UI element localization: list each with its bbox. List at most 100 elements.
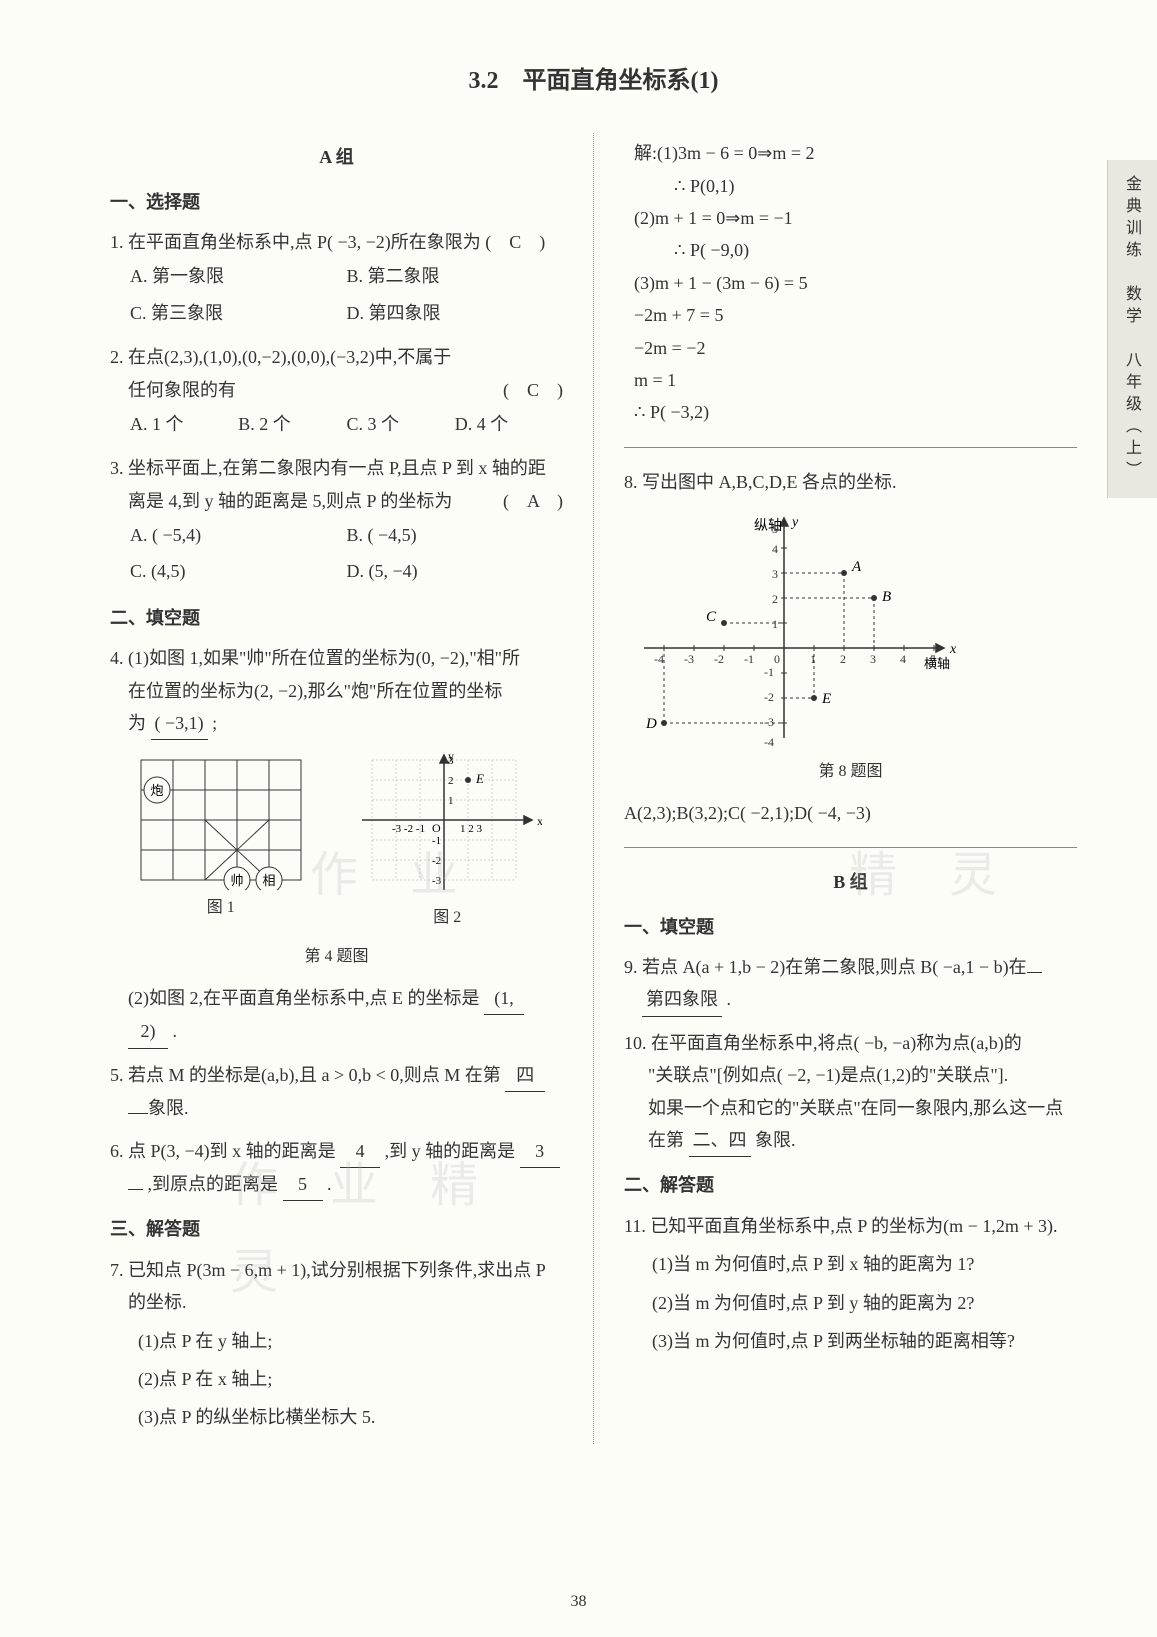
- q11-sub2: (2)当 m 为何值时,点 P 到 y 轴的距离为 2?: [624, 1287, 1077, 1319]
- column-left: A 组 一、选择题 1. 在平面直角坐标系中,点 P( −3, −2)所在象限为…: [110, 133, 563, 1444]
- sol7-l6: −2m + 7 = 5: [634, 299, 1077, 331]
- question-9: 9. 若点 A(a + 1,b − 2)在第二象限,则点 B( −a,1 − b…: [624, 951, 1077, 1017]
- q3-opt-b: B. ( −4,5): [347, 517, 564, 553]
- q7-sub1: (1)点 P 在 y 轴上;: [110, 1325, 563, 1357]
- svg-text:-4: -4: [764, 735, 774, 748]
- q5-suffix: 象限.: [148, 1098, 189, 1118]
- chess-shuai: 帅: [230, 873, 243, 888]
- svg-text:3: 3: [772, 567, 778, 581]
- column-right: 解:(1)3m − 6 = 0⇒m = 2 ∴ P(0,1) (2)m + 1 …: [624, 133, 1077, 1444]
- q7-line2: 的坐标.: [110, 1286, 563, 1318]
- column-divider: [593, 133, 594, 1444]
- q11-stem: 11. 已知平面直角坐标系中,点 P 的坐标为(m − 1,2m + 3).: [624, 1210, 1077, 1242]
- q11-sub3: (3)当 m 为何值时,点 P 到两坐标轴的距离相等?: [624, 1325, 1077, 1357]
- chess-pao: 炮: [150, 783, 163, 798]
- chess-xiang: 相: [262, 873, 275, 888]
- q2-line2: 任何象限的有: [128, 380, 236, 400]
- sol7-l7: −2m = −2: [634, 332, 1077, 364]
- question-4: 4. (1)如图 1,如果"帅"所在位置的坐标为(0, −2),"相"所 在位置…: [110, 642, 563, 1049]
- page-number: 38: [571, 1588, 587, 1617]
- q8-point-c: C: [706, 609, 717, 625]
- q9-suffix: .: [727, 989, 732, 1009]
- q4-p2-suffix: .: [173, 1021, 178, 1041]
- q10-l4: 在第 二、四 象限.: [624, 1124, 1077, 1157]
- sol7-l5: (3)m + 1 − (3m − 6) = 5: [634, 267, 1077, 299]
- q7-line1: 7. 已知点 P(3m − 6,m + 1),试分别根据下列条件,求出点 P: [110, 1254, 563, 1286]
- sol7-l3: (2)m + 1 = 0⇒m = −1: [634, 202, 1077, 234]
- q11-sub1: (1)当 m 为何值时,点 P 到 x 轴的距离为 1?: [624, 1248, 1077, 1280]
- svg-text:3: 3: [448, 755, 454, 767]
- section-2-header: 二、填空题: [110, 602, 563, 634]
- q6-blank3: 5: [283, 1168, 323, 1201]
- q9-blank: 第四象限: [642, 983, 722, 1016]
- q4-p2-blank2: 2): [128, 1015, 168, 1048]
- q10-blank: 二、四: [689, 1124, 751, 1157]
- svg-text:2: 2: [840, 652, 846, 666]
- q5-blank: 四: [505, 1059, 545, 1092]
- question-2: 2. 在点(2,3),(1,0),(0,−2),(0,0),(−3,2)中,不属…: [110, 341, 563, 442]
- svg-text:1 2 3: 1 2 3: [460, 823, 483, 835]
- section-3-header: 三、解答题: [110, 1213, 563, 1245]
- fig2-point-e: E: [475, 771, 484, 786]
- question-8: 8. 写出图中 A,B,C,D,E 各点的坐标. y 纵轴 x: [624, 466, 1077, 830]
- svg-text:4: 4: [772, 542, 778, 556]
- q10-l4-prefix: 在第: [648, 1130, 684, 1150]
- content-columns: A 组 一、选择题 1. 在平面直角坐标系中,点 P( −3, −2)所在象限为…: [110, 133, 1077, 1444]
- q1-options: A. 第一象限 B. 第二象限 C. 第三象限 D. 第四象限: [110, 258, 563, 331]
- svg-text:-2: -2: [432, 855, 441, 867]
- q4-p2-blank: (1,: [484, 982, 524, 1015]
- q8-point-a: A: [851, 559, 862, 575]
- page-title: 3.2 平面直角坐标系(1): [110, 60, 1077, 103]
- question-1: 1. 在平面直角坐标系中,点 P( −3, −2)所在象限为 ( C ) A. …: [110, 226, 563, 331]
- q6-blank2: 3: [520, 1135, 560, 1168]
- q6-mid2: ,到原点的距离是: [148, 1174, 279, 1194]
- svg-text:-4: -4: [654, 652, 664, 666]
- sol7-l4: ∴ P( −9,0): [634, 234, 1077, 266]
- side-tab: 金典训练 数学 八年级（上）: [1107, 160, 1157, 498]
- q7-sub3: (3)点 P 的纵坐标比横坐标大 5.: [110, 1401, 563, 1433]
- q3-line2: 离是 4,到 y 轴的距离是 5,则点 P 的坐标为: [128, 491, 452, 511]
- q8-point-b: B: [882, 589, 891, 605]
- svg-text:0: 0: [774, 652, 780, 666]
- q2-opt-d: D. 4 个: [455, 406, 563, 442]
- group-a-label: A 组: [110, 141, 563, 173]
- q6-mid1: ,到 y 轴的距离是: [385, 1141, 516, 1161]
- q3-line2-wrap: 离是 4,到 y 轴的距离是 5,则点 P 的坐标为 ( A ): [110, 485, 563, 517]
- q10-l1: 10. 在平面直角坐标系中,将点( −b, −a)称为点(a,b)的: [624, 1027, 1077, 1059]
- sol7-l1: 解:(1)3m − 6 = 0⇒m = 2: [634, 137, 1077, 169]
- q4-part2b: 2) .: [110, 1015, 563, 1048]
- q3-opt-c: C. (4,5): [130, 553, 347, 589]
- q4-part2: (2)如图 2,在平面直角坐标系中,点 E 的坐标是 (1,: [110, 982, 563, 1015]
- q8-x-label: 横轴: [924, 656, 950, 671]
- q2-opt-b: B. 2 个: [238, 406, 346, 442]
- q3-opt-a: A. ( −5,4): [130, 517, 347, 553]
- q8-point-d: D: [645, 716, 657, 732]
- figure-1: 炮 帅 相 图 1: [131, 750, 311, 933]
- q2-options: A. 1 个 B. 2 个 C. 3 个 D. 4 个: [110, 406, 563, 442]
- question-7: 7. 已知点 P(3m − 6,m + 1),试分别根据下列条件,求出点 P 的…: [110, 1254, 563, 1434]
- q4-line2: 在位置的坐标为(2, −2),那么"炮"所在位置的坐标: [110, 675, 563, 707]
- q10-l4-suffix: 象限.: [755, 1130, 796, 1150]
- q5-prefix: 5. 若点 M 的坐标是(a,b),且 a > 0,b < 0,则点 M 在第: [110, 1065, 501, 1085]
- coord-grid-svg: x y O -3 -2 -1 1 2 3 -1 -2 -3 1 2 3: [352, 750, 542, 900]
- question-6: 6. 点 P(3, −4)到 x 轴的距离是 4 ,到 y 轴的距离是 3 ,到…: [110, 1135, 563, 1202]
- q4-line3: 为 ( −3,1) ;: [110, 707, 563, 740]
- svg-text:-1: -1: [764, 665, 774, 679]
- q8-coord-svg: y 纵轴 x 横轴 0 12345 -1-2-3-4 12345 -1-2-3-…: [624, 508, 964, 748]
- q1-opt-d: D. 第四象限: [347, 295, 564, 331]
- q4-blank1: ( −3,1): [151, 707, 208, 740]
- fig1-label: 图 1: [131, 894, 311, 923]
- q2-line1: 2. 在点(2,3),(1,0),(0,−2),(0,0),(−3,2)中,不属…: [110, 341, 563, 373]
- svg-text:-3: -3: [764, 715, 774, 729]
- svg-text:3: 3: [870, 652, 876, 666]
- svg-text:-1: -1: [432, 835, 441, 847]
- q8-point-e: E: [821, 691, 831, 707]
- q7-sub2: (2)点 P 在 x 轴上;: [110, 1363, 563, 1395]
- q1-opt-b: B. 第二象限: [347, 258, 564, 294]
- group-b-label: B 组: [624, 866, 1077, 898]
- q3-paren: ( A ): [503, 485, 563, 517]
- sol7-l2: ∴ P(0,1): [634, 170, 1077, 202]
- question-5: 5. 若点 M 的坐标是(a,b),且 a > 0,b < 0,则点 M 在第 …: [110, 1059, 563, 1125]
- svg-text:1: 1: [772, 617, 778, 631]
- fig2-label: 图 2: [352, 904, 542, 933]
